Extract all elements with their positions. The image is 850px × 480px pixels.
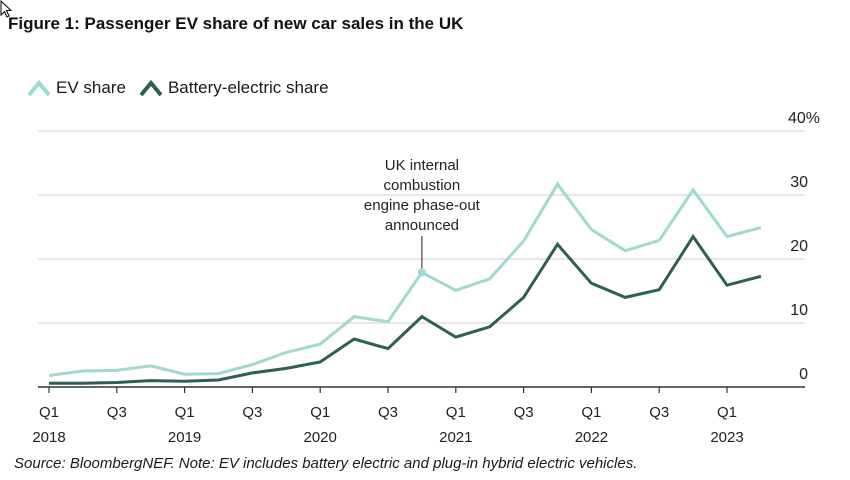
legend-item-battery-electric-share: Battery-electric share [139,78,329,98]
source-note: Source: BloombergNEF. Note: EV includes … [14,455,638,472]
x-tick-year-label: 2018 [32,429,65,446]
chart-title: Figure 1: Passenger EV share of new car … [8,14,464,33]
x-tick-year-label: 2020 [304,429,337,446]
series-line-ev-share [48,181,762,377]
legend: EV share Battery-electric share [28,78,343,98]
y-tick-label: 20 [790,238,808,255]
x-tick-year-label: 2022 [575,429,608,446]
x-tick-label: Q3 [514,404,534,421]
x-tick-label: Q1 [581,404,601,421]
x-tick-label: Q1 [717,404,737,421]
x-tick-label: Q3 [107,404,127,421]
x-tick-label: Q3 [378,404,398,421]
legend-label-battery-electric-share: Battery-electric share [167,78,329,97]
annotation-text: UK internal combustion engine phase-out ann… [364,157,481,234]
x-tick-year-label: 2021 [439,429,472,446]
y-tick-label: 0 [799,366,808,383]
legend-label-ev-share: EV share [56,78,126,97]
x-tick-year-label: 2023 [710,429,743,446]
x-tick-label: Q1 [310,404,330,421]
x-tick-label: Q1 [175,404,195,421]
y-tick-label: 30 [790,174,808,191]
legend-item-ev-share: EV share [28,78,126,98]
legend-battery-electric-share-icon [139,80,162,96]
x-tick-year-label: 2019 [168,429,201,446]
x-tick-label: Q3 [242,404,262,421]
x-tick-label: Q1 [39,404,59,421]
x-tick-label: Q3 [649,404,669,421]
mouse-cursor-icon [0,0,13,18]
y-tick-label: 40% [788,110,820,127]
series-line-battery-electric-share [49,233,762,385]
x-tick-label: Q1 [446,404,466,421]
legend-ev-share-icon [28,80,50,96]
y-tick-label: 10 [790,302,808,319]
annotation-marker [417,268,426,277]
